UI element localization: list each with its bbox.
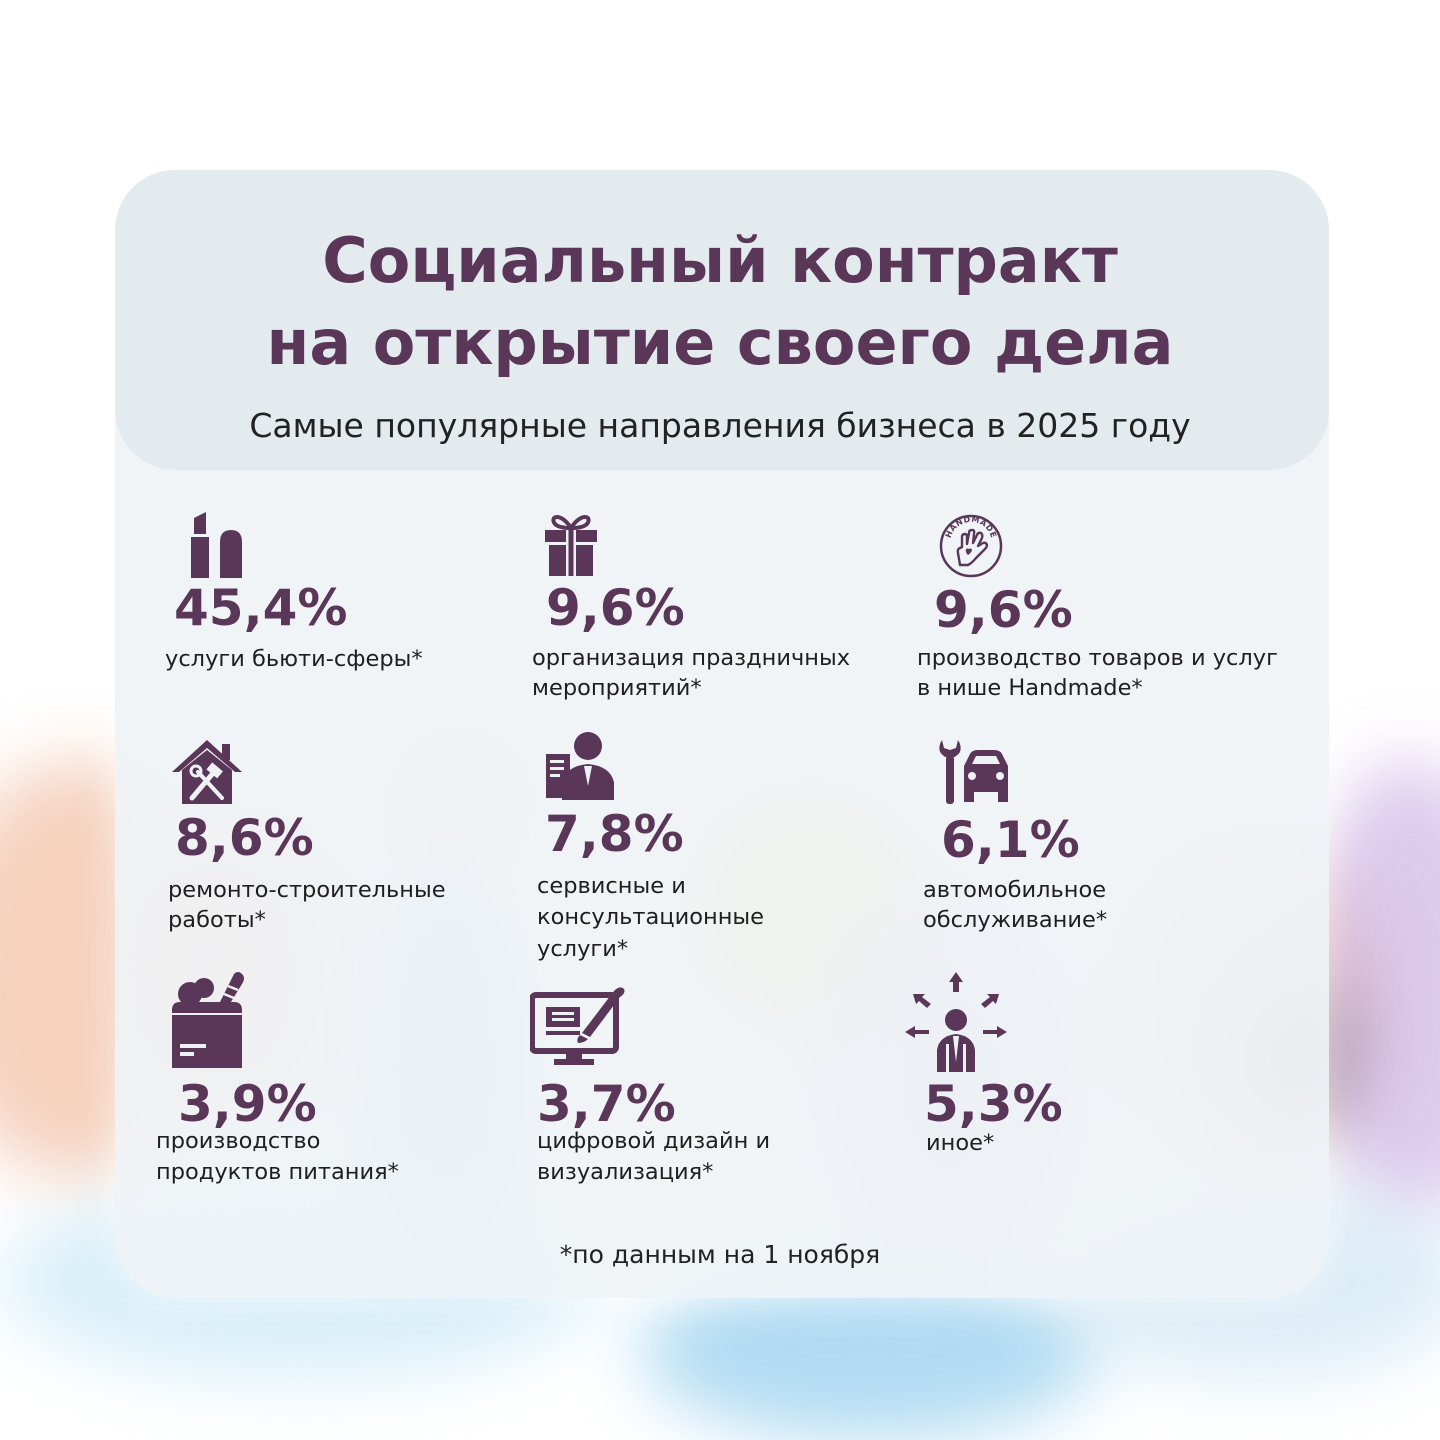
stat-label-line: визуализация* — [537, 1159, 714, 1185]
grocery-bag-icon — [172, 972, 244, 1068]
percent-value: 3,9% — [178, 1075, 317, 1133]
percent-value: 8,6% — [175, 809, 314, 867]
handmade-badge-icon: HANDMADE — [939, 515, 1003, 578]
percent-value: 7,8% — [545, 805, 684, 863]
stat-label-line: автомобильное — [923, 877, 1107, 903]
person-arrows-icon — [905, 972, 1007, 1072]
stat-label-line: производство — [156, 1128, 321, 1154]
stat-label-line: продуктов питания* — [156, 1159, 399, 1185]
stat-label-line: мероприятий* — [532, 675, 702, 701]
consultant-icon — [546, 732, 614, 800]
stat-label-line: обслуживание* — [923, 907, 1108, 933]
wrench-car-icon — [939, 740, 1008, 804]
stat-label-line: цифровой дизайн и — [537, 1128, 771, 1154]
svg-text:HANDMADE: HANDMADE — [944, 515, 999, 539]
percent-value: 3,7% — [537, 1075, 676, 1133]
stat-label-line: в нише Handmade* — [917, 675, 1143, 701]
subtitle: Самые популярные направления бизнеса в 2… — [249, 406, 1191, 445]
stat-label-line: производство товаров и услуг — [917, 645, 1278, 671]
percent-value: 45,4% — [174, 579, 348, 637]
percent-value: 5,3% — [924, 1075, 1063, 1133]
stat-label-line: консультационные — [537, 904, 765, 930]
stat-label-line: услуги бьюти-сферы* — [165, 646, 423, 672]
percent-value: 9,6% — [934, 581, 1073, 639]
stat-label-line: организация праздничных — [532, 645, 851, 671]
stat-label-line: иное* — [926, 1130, 995, 1156]
stat-label-line: ремонто-строительные — [168, 877, 446, 903]
percent-value: 9,6% — [546, 579, 685, 637]
stat-label-line: работы* — [168, 907, 266, 933]
page-title-line-1: Социальный контракт — [322, 224, 1118, 297]
stat-label-line: услуги* — [537, 936, 629, 962]
footnote: *по данным на 1 ноября — [559, 1240, 881, 1269]
infographic-card — [115, 170, 1329, 1298]
gift-icon — [545, 515, 597, 576]
handmade-badge-text: HANDMADE — [944, 515, 998, 539]
percent-value: 6,1% — [941, 811, 1080, 869]
card-header-band — [115, 170, 1329, 470]
lipstick-icon — [191, 512, 242, 578]
stat-label-line: сервисные и — [537, 873, 686, 899]
page-title-line-2: на открытие своего дела — [266, 306, 1174, 379]
monitor-brush-icon — [530, 987, 625, 1065]
house-tools-icon — [172, 740, 242, 804]
